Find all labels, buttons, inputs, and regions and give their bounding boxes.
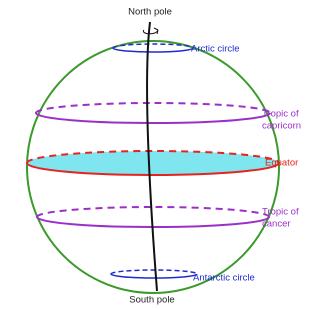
south-pole-label: South pole xyxy=(129,295,174,306)
page: North pole Arctic circle Tropic of capri… xyxy=(0,0,305,309)
equator-label: Equator xyxy=(265,158,298,169)
arctic-circle-front xyxy=(113,48,193,52)
tropic-capricorn-label: Tropic of xyxy=(262,109,299,120)
north-pole-label: North pole xyxy=(128,7,172,18)
tropic-cancer-label: Tropic of xyxy=(262,207,299,218)
arctic-circle-back xyxy=(113,44,193,48)
tropic-cancer-label: cancer xyxy=(262,219,291,230)
tropic-capricorn-back xyxy=(36,103,270,113)
equator-back xyxy=(27,151,279,163)
antarctic-circle-back xyxy=(111,270,197,274)
arctic-circle-label: Arctic circle xyxy=(191,44,240,55)
tropic-cancer-back xyxy=(37,207,269,217)
antarctic-circle-label: Antarctic circle xyxy=(193,273,255,284)
globe-diagram: North pole Arctic circle Tropic of capri… xyxy=(0,0,305,309)
equator-plane xyxy=(27,163,279,175)
tropic-capricorn-front xyxy=(36,113,270,123)
antarctic-circle-front xyxy=(111,274,197,278)
rotation-arrow xyxy=(143,30,158,34)
tropic-capricorn-label: capricorn xyxy=(262,121,301,132)
